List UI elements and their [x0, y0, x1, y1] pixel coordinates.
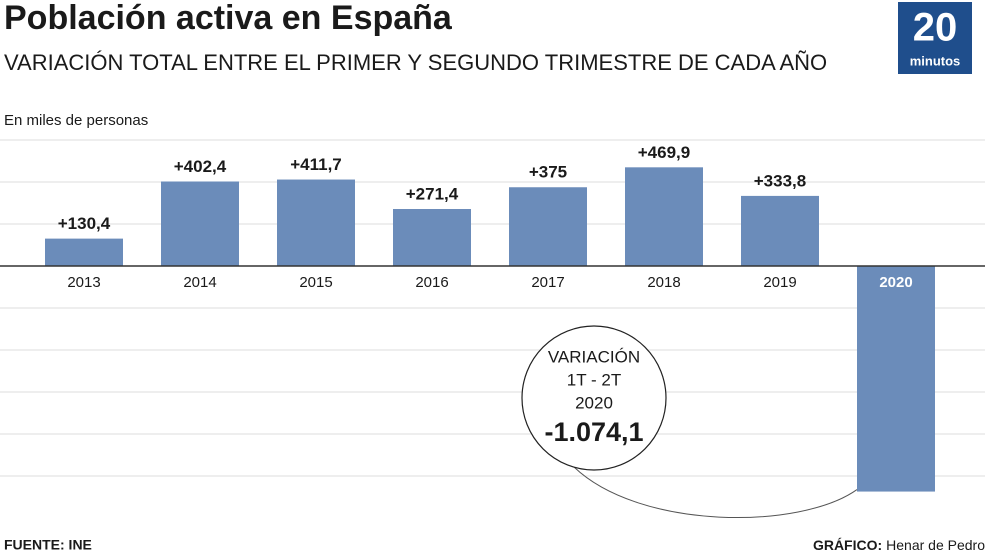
bar — [161, 181, 239, 266]
bar — [625, 167, 703, 266]
bar — [45, 238, 123, 266]
value-label: +411,7 — [290, 155, 342, 174]
bar — [277, 179, 355, 266]
value-label: +402,4 — [174, 157, 227, 176]
value-label: -1.074,1 — [544, 417, 643, 447]
x-tick-label: 2013 — [67, 274, 100, 291]
value-label: +333,8 — [754, 171, 806, 190]
annotation-circle — [521, 325, 667, 471]
x-tick-label: 2014 — [183, 274, 216, 291]
bar — [509, 187, 587, 266]
annotation-line: 1T - 2T — [567, 370, 621, 389]
annotation-line: 2020 — [575, 393, 613, 412]
source: FUENTE: INE — [4, 537, 92, 553]
x-tick-label: 2020 — [879, 274, 912, 291]
value-label: +271,4 — [406, 184, 459, 203]
chart-title: Población activa en España — [4, 0, 453, 37]
value-label: +130,4 — [58, 214, 111, 233]
value-label: +375 — [529, 163, 567, 182]
x-tick-label: 2015 — [299, 274, 332, 291]
logo-word: minutos — [910, 53, 961, 68]
y-axis-label: En miles de personas — [4, 112, 148, 129]
bar — [393, 209, 471, 266]
x-tick-label: 2018 — [647, 274, 680, 291]
x-tick-label: 2019 — [763, 274, 796, 291]
credit: GRÁFICO: Henar de Pedro — [813, 537, 985, 553]
logo-number: 20 — [913, 6, 958, 50]
annotation-line: VARIACIÓN — [548, 347, 640, 366]
bar — [857, 266, 935, 492]
credit-name: Henar de Pedro — [886, 537, 985, 553]
bar — [741, 195, 819, 266]
x-tick-label: 2017 — [531, 274, 564, 291]
logo — [898, 2, 972, 74]
annotation-connector — [573, 466, 858, 519]
x-tick-label: 2016 — [415, 274, 448, 291]
value-label: +469,9 — [638, 143, 690, 162]
chart-subtitle: VARIACIÓN TOTAL ENTRE EL PRIMER Y SEGUND… — [4, 50, 827, 75]
credit-label: GRÁFICO: — [813, 537, 882, 553]
